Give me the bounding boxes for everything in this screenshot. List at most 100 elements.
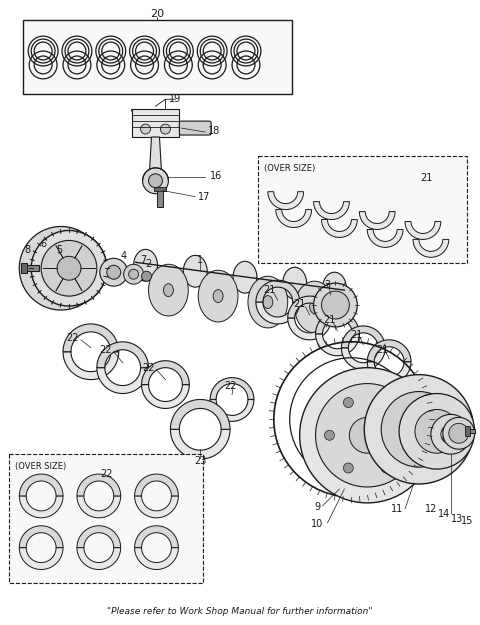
Circle shape [100, 258, 128, 286]
Ellipse shape [198, 270, 238, 322]
Ellipse shape [283, 268, 307, 299]
Circle shape [315, 384, 419, 487]
Circle shape [415, 409, 459, 453]
Bar [465, 426, 469, 436]
Circle shape [107, 265, 120, 279]
Text: 4: 4 [120, 251, 127, 261]
Polygon shape [63, 352, 119, 379]
Ellipse shape [323, 272, 347, 304]
Circle shape [381, 463, 391, 473]
Polygon shape [256, 302, 300, 324]
Circle shape [443, 418, 475, 449]
Text: 16: 16 [210, 171, 222, 181]
Polygon shape [77, 496, 120, 518]
Circle shape [41, 241, 97, 296]
Circle shape [441, 424, 461, 444]
Circle shape [41, 241, 97, 296]
Ellipse shape [213, 289, 223, 302]
Text: 13: 13 [451, 514, 463, 524]
Polygon shape [315, 312, 360, 334]
Circle shape [57, 256, 81, 280]
Text: 22: 22 [142, 362, 155, 372]
Circle shape [381, 398, 391, 408]
Text: 21: 21 [324, 315, 336, 325]
Circle shape [349, 418, 385, 453]
Text: 1: 1 [197, 255, 204, 265]
Polygon shape [77, 526, 120, 548]
Circle shape [148, 174, 162, 188]
Bar [467, 429, 475, 433]
Polygon shape [360, 212, 395, 229]
Polygon shape [256, 280, 300, 302]
Circle shape [450, 438, 456, 443]
Polygon shape [413, 239, 449, 258]
Text: 6: 6 [40, 239, 46, 249]
Bar [21, 265, 39, 271]
Polygon shape [210, 378, 254, 399]
Polygon shape [134, 496, 179, 518]
Text: 21: 21 [376, 345, 388, 355]
Circle shape [431, 414, 471, 454]
Ellipse shape [295, 281, 335, 333]
Bar [155, 187, 167, 191]
Circle shape [449, 423, 468, 443]
Text: 18: 18 [208, 126, 220, 136]
Polygon shape [288, 296, 332, 318]
Polygon shape [276, 209, 312, 227]
Polygon shape [97, 368, 148, 394]
Circle shape [129, 269, 139, 279]
Text: 22: 22 [100, 469, 112, 479]
Text: 9: 9 [314, 502, 321, 512]
Polygon shape [288, 318, 332, 340]
Ellipse shape [248, 276, 288, 328]
Text: 22: 22 [224, 381, 236, 391]
Polygon shape [210, 399, 254, 421]
Circle shape [400, 431, 410, 440]
Polygon shape [367, 340, 411, 362]
Text: 19: 19 [169, 94, 181, 104]
Text: (OVER SIZE): (OVER SIZE) [15, 462, 67, 471]
Circle shape [399, 394, 475, 469]
Polygon shape [19, 526, 63, 548]
Circle shape [43, 251, 79, 286]
Circle shape [324, 431, 335, 440]
Bar [9, 454, 203, 583]
Circle shape [160, 124, 170, 134]
Polygon shape [97, 342, 148, 367]
Text: 22: 22 [67, 333, 79, 343]
Polygon shape [19, 474, 63, 496]
Text: (OVER SIZE): (OVER SIZE) [264, 164, 315, 173]
Polygon shape [142, 384, 189, 408]
Bar [23, 20, 292, 94]
Circle shape [300, 368, 435, 503]
Polygon shape [134, 526, 179, 548]
Text: "Please refer to Work Shop Manual for further information": "Please refer to Work Shop Manual for fu… [107, 607, 373, 616]
Circle shape [443, 428, 448, 432]
Text: 23: 23 [194, 456, 206, 466]
Text: 3: 3 [324, 280, 331, 290]
Polygon shape [170, 429, 230, 459]
Circle shape [142, 271, 152, 281]
Text: 20: 20 [150, 9, 165, 19]
Text: 21: 21 [421, 173, 433, 182]
Polygon shape [341, 326, 385, 348]
Circle shape [381, 391, 457, 467]
Text: 10: 10 [312, 519, 324, 529]
Polygon shape [315, 334, 360, 356]
Polygon shape [313, 202, 349, 219]
Ellipse shape [310, 301, 320, 314]
Polygon shape [19, 548, 63, 569]
Circle shape [443, 436, 448, 441]
Polygon shape [341, 348, 385, 369]
Circle shape [450, 425, 456, 430]
Text: 21: 21 [293, 299, 306, 309]
Polygon shape [77, 474, 120, 496]
Polygon shape [77, 548, 120, 569]
Polygon shape [367, 362, 411, 384]
Ellipse shape [233, 261, 257, 293]
Text: 2: 2 [145, 259, 152, 269]
Ellipse shape [183, 256, 207, 287]
FancyBboxPatch shape [180, 121, 211, 135]
Circle shape [364, 374, 474, 484]
Circle shape [322, 291, 349, 319]
